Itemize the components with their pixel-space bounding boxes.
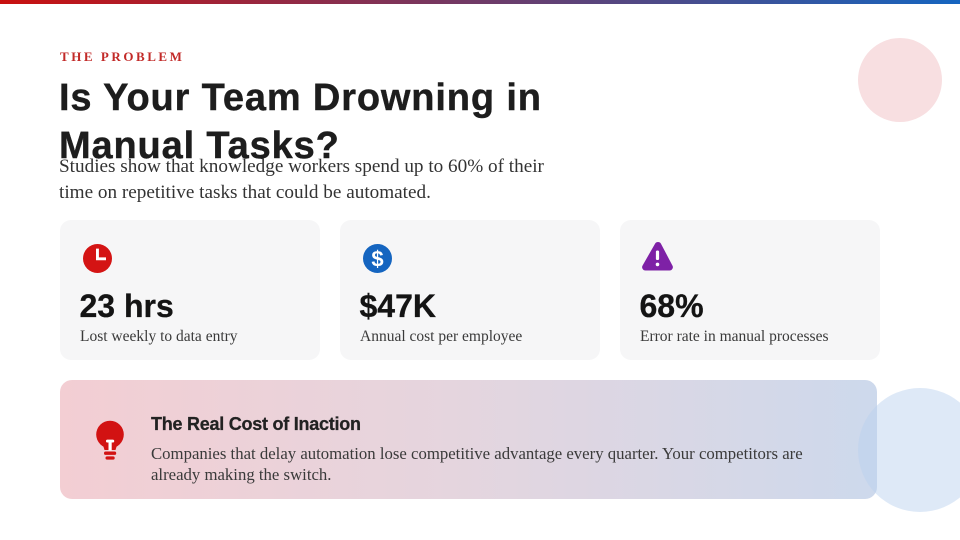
svg-text:$: $ [371,246,383,271]
